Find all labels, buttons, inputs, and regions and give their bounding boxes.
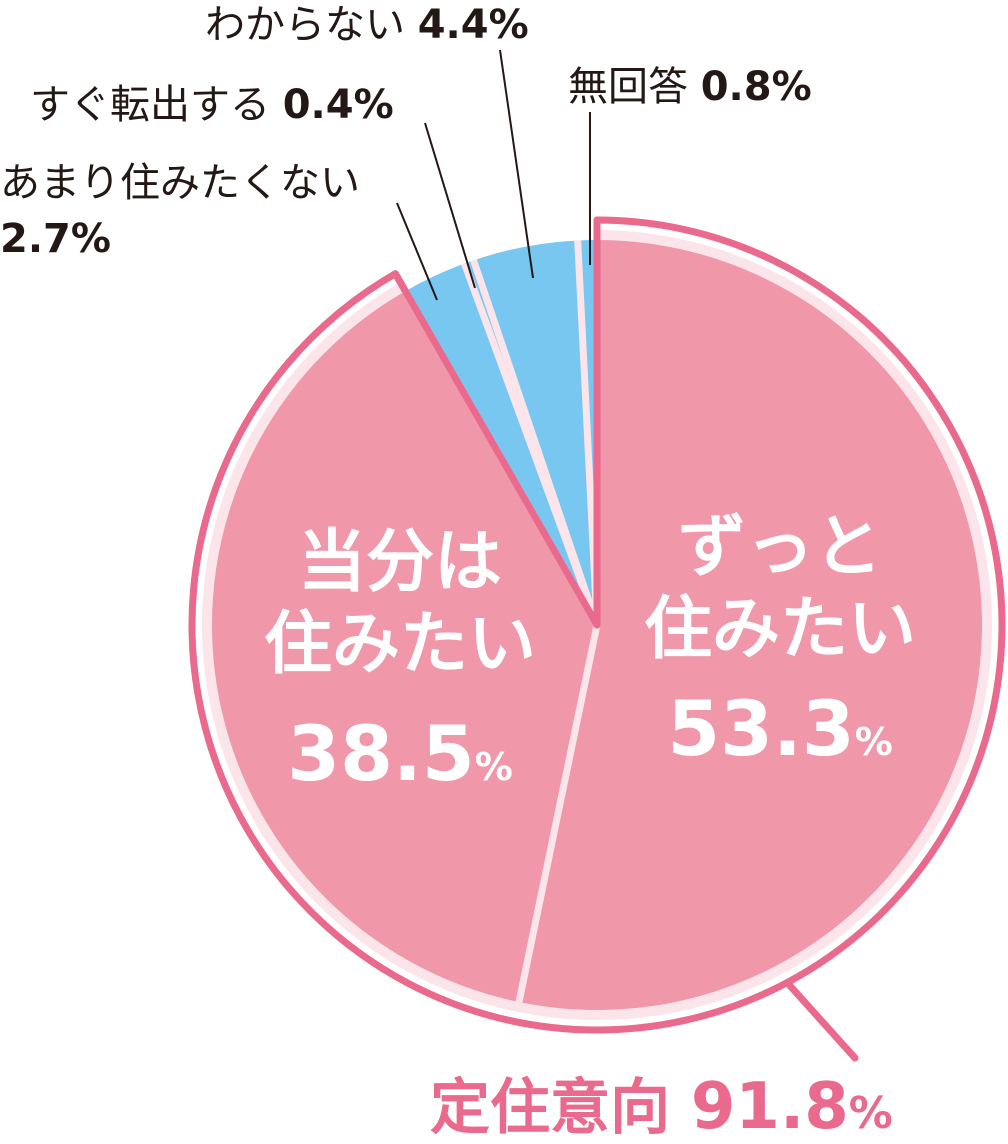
separator-layer	[391, 216, 601, 1003]
leader-line-wakaranai	[499, 49, 534, 279]
slice-separator-toubun	[515, 624, 601, 1003]
slice-label-amari-line-1: あまり住みたくない	[0, 160, 360, 206]
leader-line-amari	[396, 202, 438, 301]
slice-label-amari-line-2: 2.7%	[0, 216, 111, 262]
slice-label-toubun-line-2: 住みたい	[264, 605, 536, 684]
pie-slice-zutto	[519, 240, 982, 1010]
group-highlight-label: 定住意向 91.8%	[430, 1070, 893, 1144]
leader-line-sugu	[424, 122, 476, 289]
slice-label-zutto-line-1: ずっと	[678, 508, 882, 587]
slice-label-sugu: すぐ転出する 0.4%	[30, 82, 394, 128]
pie-slice-toubun	[211, 291, 597, 1003]
slice-label-wakaranai: わからない 4.4%	[205, 2, 529, 48]
slice-label-mukaitou: 無回答 0.8%	[568, 64, 812, 110]
group-highlight-edge-end	[391, 270, 601, 629]
slice-separator-wakaranai	[470, 259, 601, 627]
slice-label-toubun-line-1: 当分は	[298, 523, 502, 602]
leader-line-layer	[396, 49, 859, 1062]
group-highlight-leader	[783, 979, 859, 1062]
label-layer: ずっと住みたい53.3%当分は住みたい38.5%あまり住みたくない2.7%すぐ転…	[0, 2, 916, 1144]
slice-value-zutto: 53.3%	[667, 684, 893, 773]
slice-label-zutto-line-2: 住みたい	[644, 590, 916, 669]
slice-value-toubun: 38.5%	[287, 709, 513, 798]
